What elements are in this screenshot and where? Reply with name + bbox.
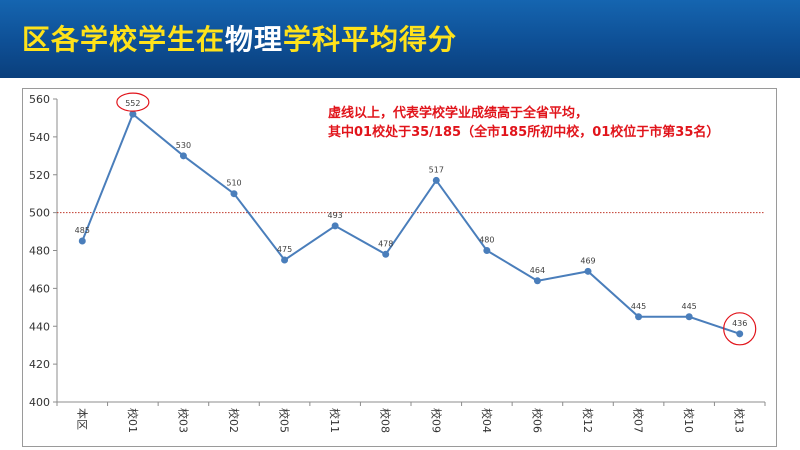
page-title: 区各学校学生在物理学科平均得分 [22, 18, 457, 58]
title-part-1: 区各学校学生在 [22, 23, 226, 56]
data-point [635, 313, 643, 321]
title-banner: 区各学校学生在物理学科平均得分 [0, 0, 800, 78]
data-point [281, 256, 289, 264]
data-label: 517 [429, 165, 444, 174]
data-point [685, 313, 693, 321]
x-tick-label: 校13 [733, 408, 747, 433]
data-point [78, 237, 86, 245]
y-tick-label: 480 [29, 245, 50, 258]
data-label: 510 [226, 179, 241, 188]
data-point [483, 247, 491, 254]
x-tick-label: 校05 [278, 408, 292, 433]
x-tick-label: 校03 [176, 408, 190, 433]
x-tick-label: 校07 [632, 408, 646, 433]
highlight-circle [116, 92, 150, 112]
data-label: 485 [75, 226, 90, 235]
y-tick-label: 500 [29, 207, 50, 220]
data-label: 478 [378, 239, 393, 248]
data-label: 480 [479, 236, 494, 245]
x-tick-label: 校11 [328, 408, 342, 433]
x-tick-label: 本区 [75, 408, 89, 430]
data-point [584, 267, 592, 275]
data-label: 464 [530, 266, 545, 275]
x-tick-label: 校02 [227, 408, 241, 433]
highlight-circle [723, 312, 757, 346]
y-tick-label: 540 [29, 131, 50, 144]
y-tick-label: 420 [29, 358, 50, 371]
y-tick-label: 560 [29, 93, 50, 106]
data-point [533, 277, 541, 285]
annotation-line-2: 其中01校处于35/185（全市185所初中校，01校位于市第35名） [328, 125, 720, 140]
data-label: 475 [277, 245, 292, 254]
y-tick-label: 440 [29, 320, 50, 333]
data-label: 552 [125, 99, 140, 108]
chart-annotation: 虚线以上，代表学校学业成绩高于全省平均， 其中01校处于35/185（全市185… [328, 104, 719, 142]
data-point [129, 110, 137, 118]
y-tick-label: 400 [29, 396, 50, 409]
chart-frame [22, 88, 777, 447]
x-tick-label: 校10 [682, 408, 696, 433]
data-point [736, 330, 744, 338]
data-point [382, 250, 390, 258]
x-tick-label: 校08 [379, 408, 393, 433]
data-label: 436 [732, 319, 747, 328]
series-line [81, 112, 741, 335]
annotation-line-1: 虚线以上，代表学校学业成绩高于全省平均， [328, 106, 589, 121]
data-label: 445 [682, 302, 697, 311]
x-tick-label: 校01 [126, 408, 140, 433]
y-tick-label: 520 [29, 169, 50, 182]
x-tick-label: 校09 [429, 408, 443, 433]
y-tick-label: 460 [29, 282, 50, 295]
data-point [331, 222, 339, 230]
title-part-2: 物理 [225, 23, 284, 56]
title-part-3: 学科平均得分 [283, 23, 458, 56]
data-point [230, 190, 238, 198]
data-point [432, 176, 440, 184]
x-tick-label: 校04 [480, 408, 494, 433]
data-label: 469 [580, 256, 595, 265]
x-tick-label: 校12 [581, 408, 595, 433]
data-label: 445 [631, 302, 646, 311]
data-label: 493 [328, 211, 343, 220]
data-label: 530 [176, 141, 191, 150]
x-tick-label: 校06 [530, 408, 544, 433]
data-point [179, 152, 187, 160]
